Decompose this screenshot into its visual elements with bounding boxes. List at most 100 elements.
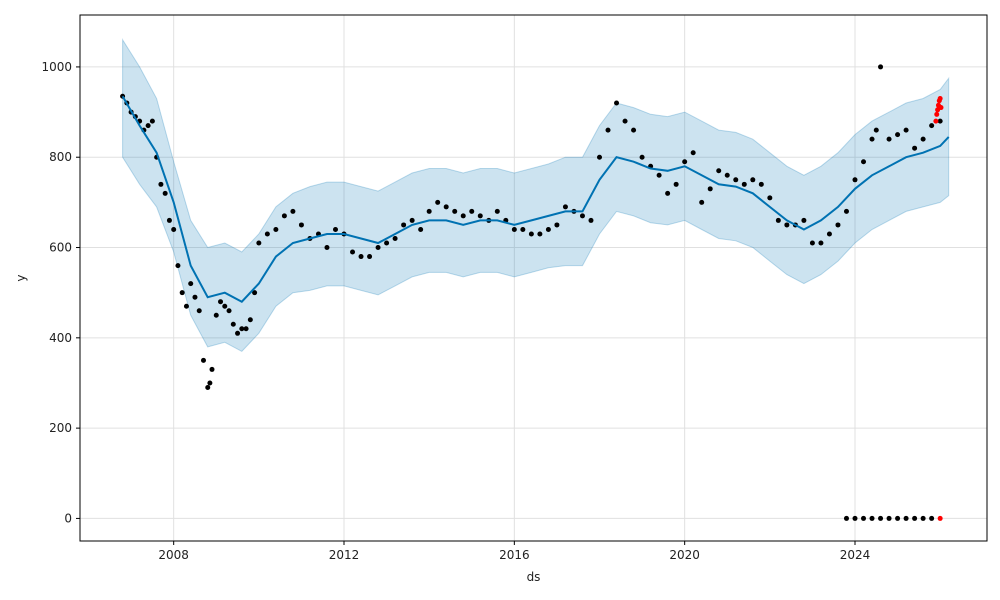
observed-point xyxy=(239,326,245,332)
observed-point xyxy=(247,317,253,323)
x-tick-label: 2008 xyxy=(158,548,189,562)
observed-point xyxy=(937,118,943,124)
observed-point xyxy=(350,249,356,255)
observed-point xyxy=(209,366,215,372)
observed-point xyxy=(222,303,228,309)
y-tick-label: 600 xyxy=(49,241,72,255)
observed-point xyxy=(367,254,373,260)
observed-point xyxy=(175,263,181,269)
observed-point xyxy=(554,222,560,228)
observed-point xyxy=(332,226,338,232)
observed-point xyxy=(205,384,211,390)
observed-point xyxy=(920,515,926,521)
x-tick-label: 2012 xyxy=(329,548,360,562)
x-tick-label: 2020 xyxy=(669,548,700,562)
observed-point xyxy=(656,172,662,178)
observed-point xyxy=(452,208,458,214)
observed-point xyxy=(273,226,279,232)
observed-point xyxy=(409,217,415,223)
y-tick-label: 1000 xyxy=(41,60,72,74)
observed-point xyxy=(375,245,381,251)
observed-point xyxy=(196,308,202,314)
observed-point xyxy=(384,240,390,246)
observed-point xyxy=(912,515,918,521)
observed-point xyxy=(852,515,858,521)
y-axis-label: y xyxy=(14,274,28,281)
grid-lines xyxy=(80,15,987,541)
observed-point xyxy=(873,127,879,133)
observed-point xyxy=(435,199,441,205)
observed-point xyxy=(324,245,330,251)
future-point xyxy=(937,96,943,102)
plot-frame xyxy=(79,14,988,542)
observed-point xyxy=(861,515,867,521)
observed-point xyxy=(869,515,875,521)
observed-point xyxy=(682,159,688,165)
observed-point xyxy=(460,213,466,219)
observed-point xyxy=(426,208,432,214)
y-tick-label: 400 xyxy=(49,331,72,345)
observed-point xyxy=(392,235,398,241)
observed-point xyxy=(545,226,551,232)
observed-point xyxy=(767,195,773,201)
observed-point xyxy=(511,226,517,232)
x-axis-label: ds xyxy=(527,570,541,584)
observed-point xyxy=(724,172,730,178)
observed-point xyxy=(903,127,909,133)
observed-point xyxy=(401,222,407,228)
x-tick-label: 2024 xyxy=(840,548,871,562)
observed-point xyxy=(809,240,815,246)
y-tick-label: 0 xyxy=(64,511,72,525)
observed-point xyxy=(920,136,926,142)
observed-point xyxy=(707,186,713,192)
observed-point xyxy=(929,515,935,521)
observed-point xyxy=(145,123,151,129)
observed-point xyxy=(252,290,258,296)
observed-point xyxy=(903,515,909,521)
observed-point xyxy=(673,181,679,187)
observed-point xyxy=(562,204,568,210)
observed-point xyxy=(912,145,918,151)
observed-point xyxy=(494,208,500,214)
y-axis-ticks: 0 200 400 600 800 1000 xyxy=(41,60,80,525)
observed-point xyxy=(230,321,236,327)
observed-point xyxy=(418,226,424,232)
observed-point xyxy=(281,213,287,219)
observed-point xyxy=(818,240,824,246)
observed-point xyxy=(758,181,764,187)
observed-point xyxy=(235,330,241,336)
observed-point xyxy=(264,231,270,237)
observed-point xyxy=(699,199,705,205)
observed-point xyxy=(605,127,611,133)
observed-point xyxy=(188,281,194,287)
observed-point xyxy=(886,136,892,142)
observed-point xyxy=(843,515,849,521)
observed-point xyxy=(690,150,696,156)
observed-point xyxy=(243,326,249,332)
observed-point xyxy=(226,308,232,314)
observed-point xyxy=(588,217,594,223)
observed-point xyxy=(469,208,475,214)
observed-point xyxy=(835,222,841,228)
observed-point xyxy=(579,213,585,219)
observed-point xyxy=(443,204,449,210)
observed-point xyxy=(801,217,807,223)
observed-point xyxy=(477,213,483,219)
observed-point xyxy=(200,357,206,363)
observed-point xyxy=(886,515,892,521)
observed-point xyxy=(784,222,790,228)
observed-point xyxy=(895,132,901,138)
observed-point xyxy=(852,177,858,183)
observed-point xyxy=(149,118,155,124)
observed-point xyxy=(256,240,262,246)
y-tick-label: 200 xyxy=(49,421,72,435)
observed-point xyxy=(895,515,901,521)
observed-point xyxy=(622,118,628,124)
observed-point xyxy=(665,190,671,196)
observed-point xyxy=(639,154,645,160)
observed-point xyxy=(869,136,875,142)
future-point xyxy=(938,105,944,111)
future-point xyxy=(937,515,943,521)
uncertainty-band xyxy=(122,38,950,353)
observed-point xyxy=(716,168,722,174)
